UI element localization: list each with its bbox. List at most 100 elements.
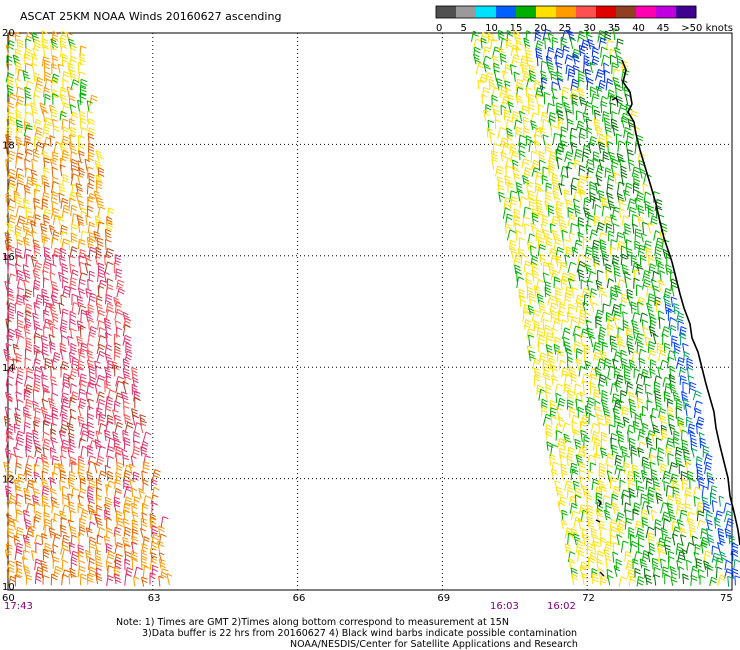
wind-barb bbox=[545, 332, 554, 345]
wind-barb bbox=[625, 239, 632, 250]
longitude-label: 60 bbox=[2, 593, 15, 604]
wind-barb bbox=[140, 440, 149, 451]
wind-barb bbox=[42, 389, 51, 401]
west-swath-barbs bbox=[3, 30, 173, 587]
wind-barb bbox=[48, 224, 56, 235]
wind-barb bbox=[96, 391, 105, 404]
wind-barb bbox=[652, 566, 661, 578]
wind-barb bbox=[113, 333, 121, 345]
wind-barb bbox=[480, 32, 488, 43]
wind-barb bbox=[87, 221, 95, 234]
wind-barb bbox=[104, 353, 113, 364]
wind-barb bbox=[70, 126, 77, 139]
wind-barb bbox=[573, 533, 581, 546]
wind-barb bbox=[77, 71, 86, 82]
wind-barb bbox=[33, 420, 40, 433]
wind-barb bbox=[43, 236, 51, 249]
wind-barb bbox=[67, 62, 76, 73]
wind-barb bbox=[564, 543, 572, 553]
wind-barb bbox=[616, 152, 625, 163]
wind-barb bbox=[142, 565, 150, 578]
wind-barb bbox=[655, 256, 662, 267]
wind-barb bbox=[105, 561, 113, 572]
wind-barb bbox=[619, 303, 626, 314]
wind-barb bbox=[527, 286, 534, 299]
wind-barb bbox=[588, 551, 597, 563]
wind-barb bbox=[16, 269, 24, 282]
wind-barb bbox=[552, 173, 559, 185]
wind-barb bbox=[122, 367, 130, 379]
wind-barb bbox=[41, 494, 49, 507]
wind-barb bbox=[61, 534, 70, 546]
wind-barb bbox=[520, 55, 529, 67]
wind-barb bbox=[649, 359, 657, 371]
wind-barb bbox=[584, 101, 593, 114]
wind-barb bbox=[583, 62, 591, 74]
wind-barb bbox=[655, 492, 663, 505]
wind-barb bbox=[35, 294, 44, 306]
wind-barb bbox=[7, 76, 14, 89]
wind-barb bbox=[15, 95, 25, 107]
wind-barb bbox=[113, 566, 121, 578]
wind-barb bbox=[559, 303, 566, 314]
wind-barb bbox=[59, 86, 67, 99]
wind-barb bbox=[717, 527, 725, 539]
wind-barb bbox=[7, 116, 17, 129]
wind-barb bbox=[103, 503, 111, 515]
wind-barb bbox=[4, 549, 12, 561]
wind-barb bbox=[611, 164, 618, 177]
wind-barb bbox=[565, 246, 573, 257]
wind-barb bbox=[41, 191, 50, 203]
wind-barb bbox=[32, 111, 39, 123]
wind-barb bbox=[718, 534, 726, 545]
wind-barb bbox=[504, 175, 512, 186]
wind-barb bbox=[544, 143, 552, 154]
wind-barb bbox=[643, 240, 652, 251]
wind-barb bbox=[563, 238, 570, 250]
wind-barb bbox=[94, 215, 102, 227]
wind-barb bbox=[31, 158, 38, 170]
wind-barb bbox=[700, 541, 708, 554]
wind-barb bbox=[690, 574, 698, 586]
wind-barb bbox=[528, 350, 536, 362]
wind-barb bbox=[622, 319, 629, 331]
wind-barb bbox=[41, 478, 49, 490]
wind-barb bbox=[730, 542, 739, 555]
wind-barb bbox=[728, 534, 736, 545]
wind-barb bbox=[682, 381, 689, 393]
wind-barb bbox=[507, 101, 515, 114]
wind-barb bbox=[123, 509, 131, 521]
wind-barb bbox=[80, 430, 90, 442]
wind-barb bbox=[592, 438, 602, 451]
wind-barb bbox=[40, 453, 49, 465]
wind-barb bbox=[12, 358, 19, 371]
wind-barb bbox=[142, 431, 152, 442]
pass-time-west: 17:43 bbox=[4, 601, 33, 612]
wind-barb bbox=[680, 470, 688, 482]
wind-barb bbox=[599, 574, 608, 586]
wind-barb bbox=[525, 30, 533, 41]
wind-barb bbox=[664, 342, 671, 353]
wind-barb bbox=[125, 342, 132, 354]
wind-barb bbox=[636, 576, 645, 587]
wind-barb bbox=[542, 28, 552, 42]
wind-barb bbox=[86, 494, 95, 505]
wind-barb bbox=[509, 151, 519, 163]
wind-barb bbox=[591, 104, 599, 115]
wind-barb bbox=[17, 142, 25, 153]
wind-barb bbox=[516, 271, 523, 282]
wind-barb bbox=[585, 31, 593, 41]
wind-barb bbox=[596, 501, 604, 513]
wind-barb bbox=[647, 493, 655, 505]
wind-barb bbox=[97, 262, 105, 274]
wind-barb bbox=[16, 294, 24, 305]
wind-barb bbox=[61, 150, 70, 162]
wind-barb bbox=[573, 64, 580, 75]
wind-barb bbox=[62, 126, 70, 138]
wind-barb bbox=[50, 375, 57, 386]
wind-barb bbox=[570, 528, 578, 539]
wind-barb bbox=[14, 548, 23, 561]
wind-barb bbox=[5, 448, 12, 459]
wind-barb bbox=[59, 470, 67, 481]
wind-barb bbox=[586, 504, 594, 515]
